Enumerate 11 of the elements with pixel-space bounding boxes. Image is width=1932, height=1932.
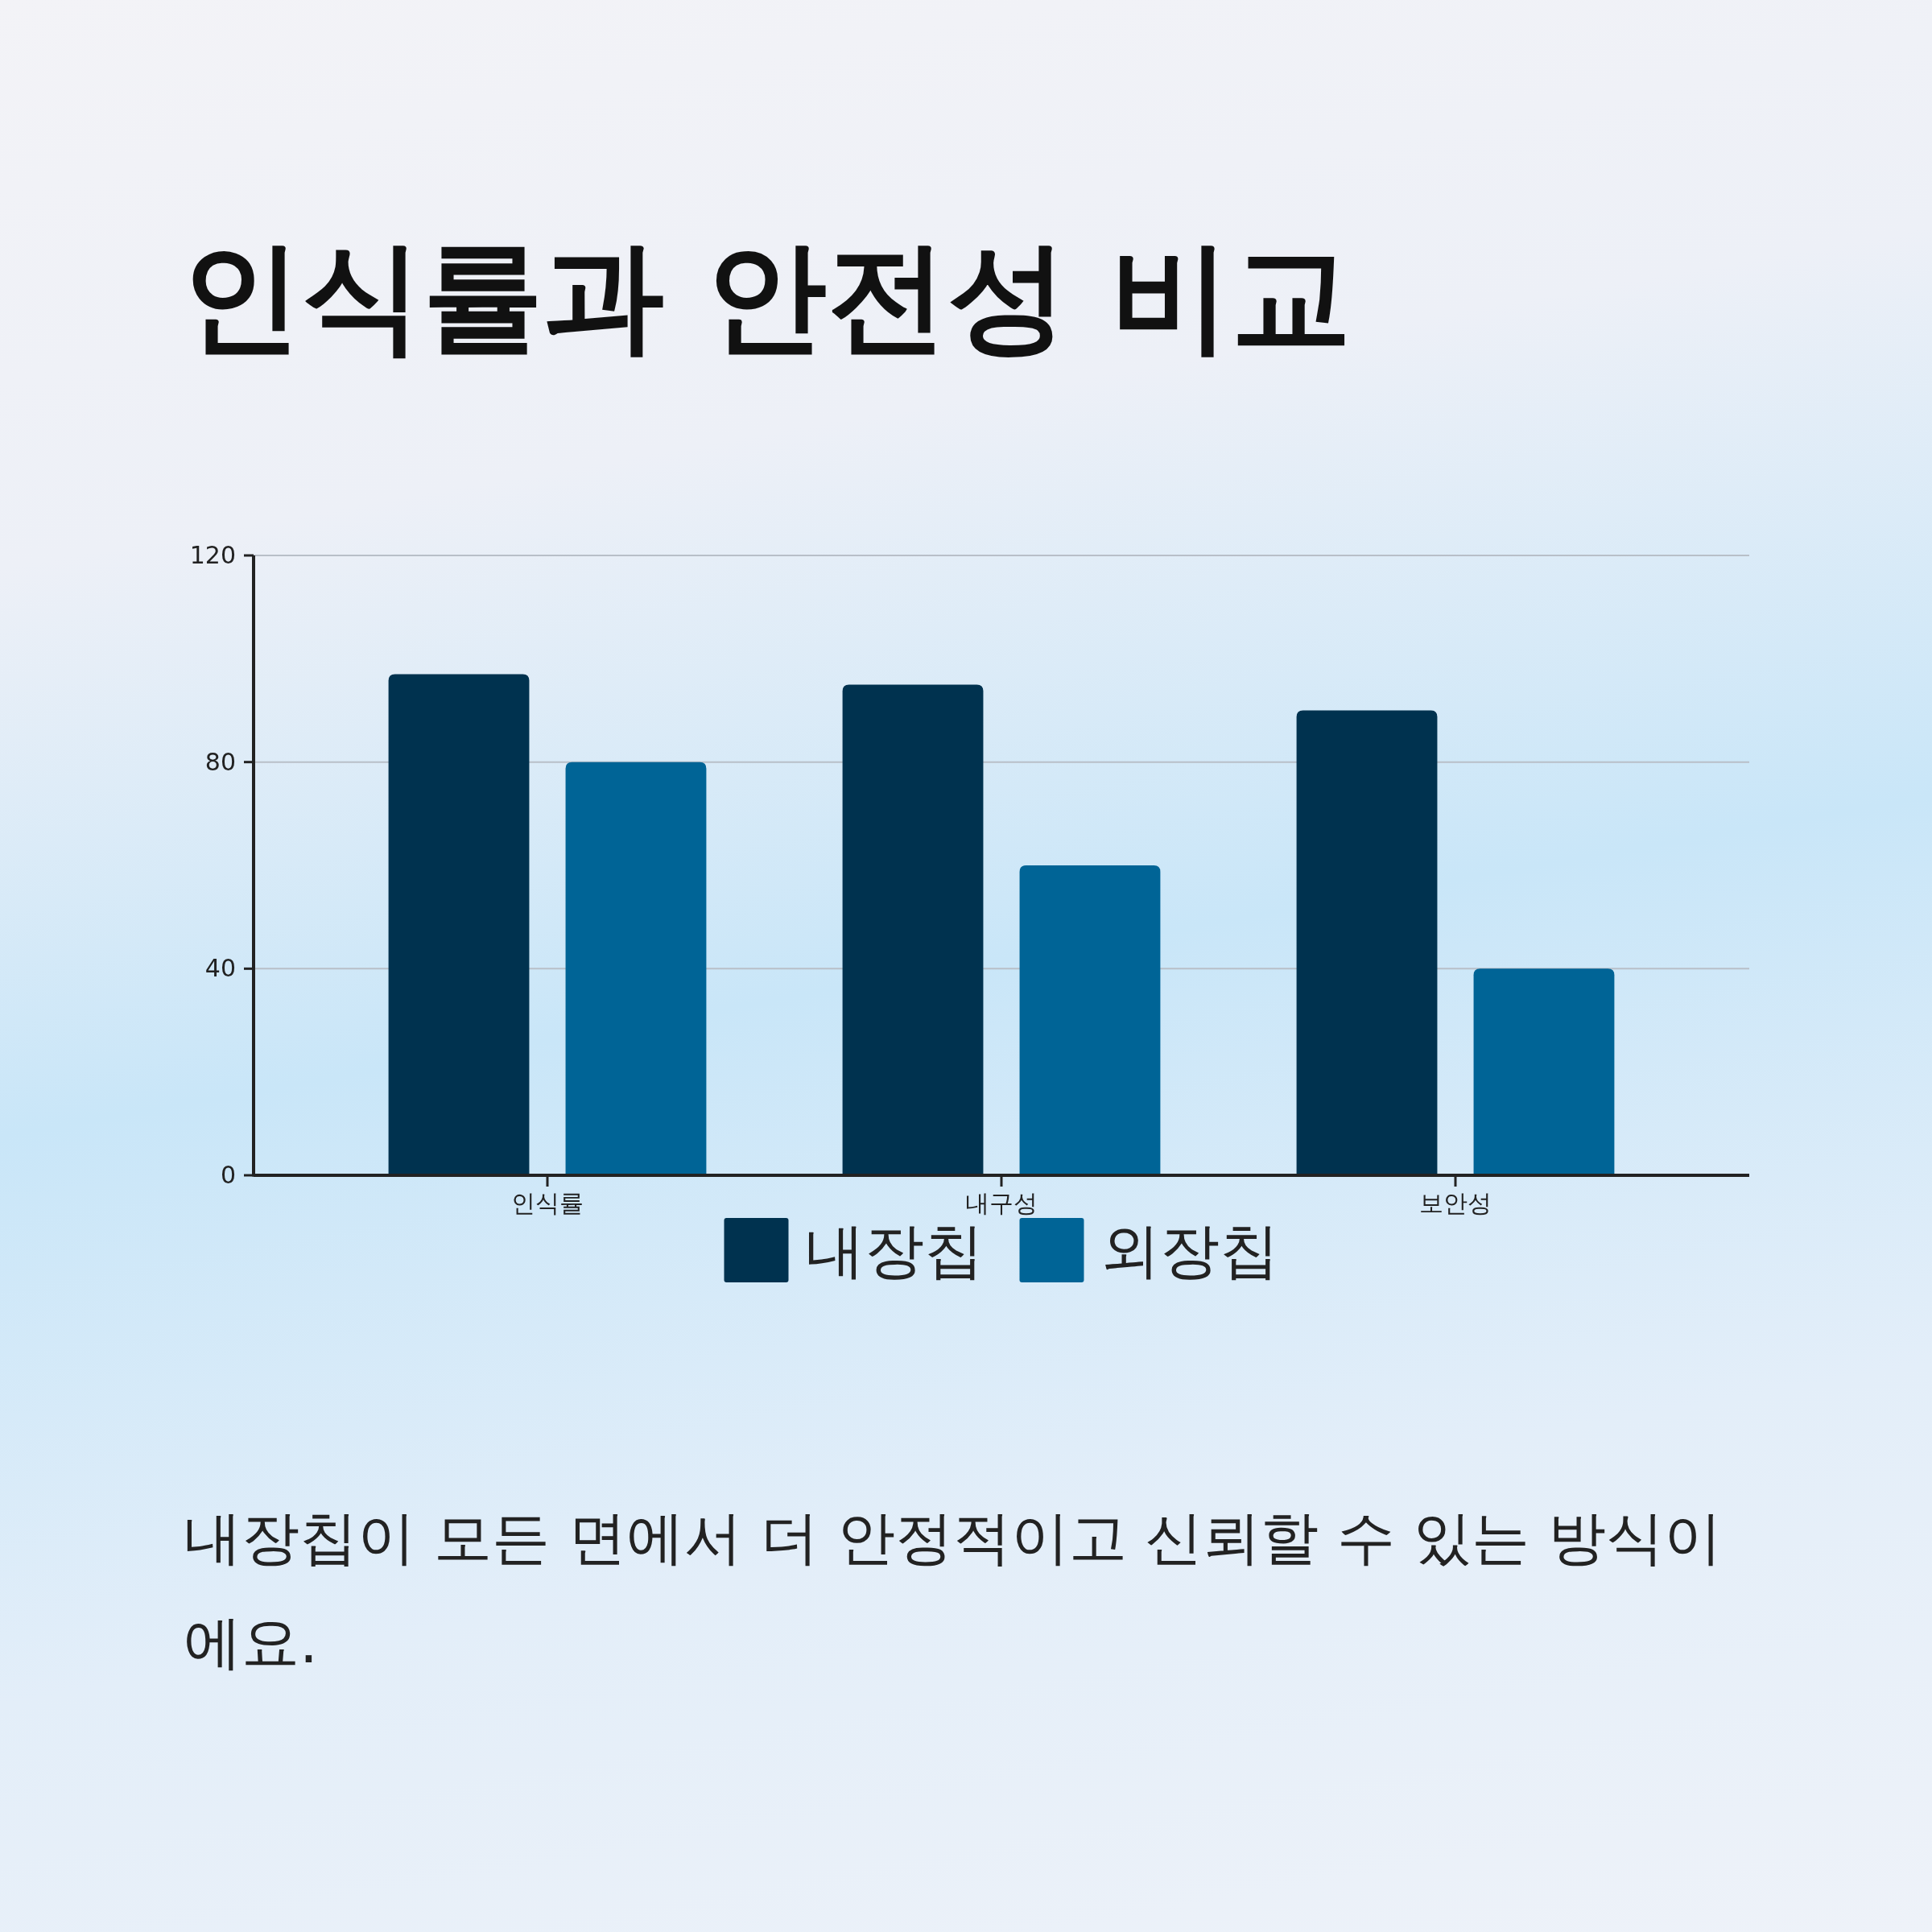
legend-label: 외장칩 <box>1100 1216 1279 1285</box>
legend-label: 내장칩 <box>804 1216 984 1285</box>
y-tick-label: 80 <box>204 747 236 776</box>
x-tick-label: 보안성 <box>1419 1189 1492 1217</box>
text: 내장칩이 모든 면에서 더 안정적이고 신뢰할 수 있는 방식이에요. <box>184 1503 1724 1678</box>
y-tick-label: 120 <box>189 541 236 569</box>
x-tick-label: 인식률 <box>511 1189 584 1217</box>
x-tick-label: 내구성 <box>965 1189 1038 1217</box>
y-tick-label: 40 <box>204 954 236 983</box>
chart-title: 인식률과 안전성 비교 <box>181 225 1352 368</box>
y-tick-label: 0 <box>220 1161 236 1189</box>
